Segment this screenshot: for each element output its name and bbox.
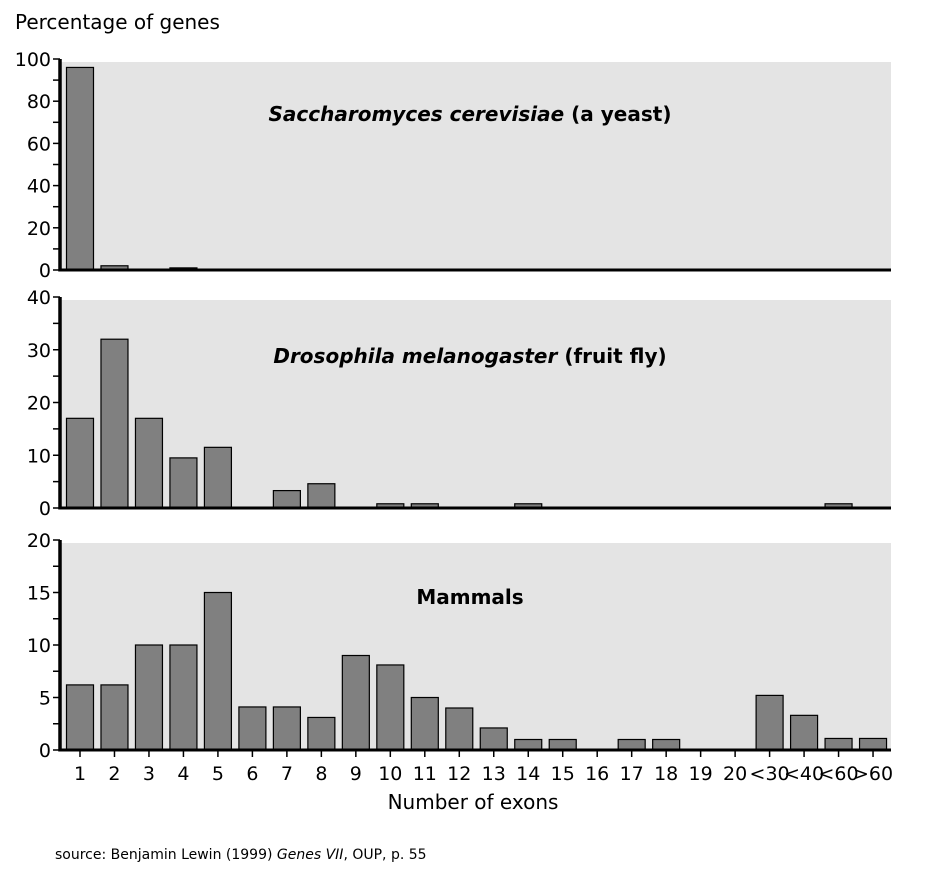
bar-12 — [445, 707, 474, 751]
y-tick-label: 100 — [15, 49, 51, 71]
panel-background — [60, 543, 891, 750]
bar-8 — [307, 483, 336, 509]
x-tick-label: 3 — [143, 763, 155, 785]
bar-17 — [617, 738, 646, 751]
x-tick-label: 11 — [413, 763, 437, 785]
bar-<40 — [789, 714, 819, 751]
panel-3: 0 5 10 15 20 Mammals — [27, 530, 891, 762]
y-tick-label: 10 — [27, 635, 51, 657]
panel-title: Mammals — [416, 585, 523, 609]
x-axis-label: Number of exons — [388, 790, 559, 814]
x-tick-label: 6 — [246, 763, 258, 785]
bar-8 — [307, 716, 336, 751]
panel-background — [60, 62, 891, 270]
x-tick-label: <40 — [784, 763, 824, 785]
x-tick-label: 20 — [723, 763, 747, 785]
y-axis-label: Percentage of genes — [15, 10, 220, 34]
bar-4 — [169, 457, 198, 509]
x-tick-label: 16 — [585, 763, 609, 785]
y-tick-label: 40 — [27, 287, 51, 309]
panel-2: 0 10 20 30 40 Drosophila melanogaster (fruit … — [27, 287, 891, 520]
y-tick-label: 60 — [27, 133, 51, 155]
bar-3 — [134, 417, 164, 509]
x-tick-label: 19 — [689, 763, 713, 785]
bar-<30 — [755, 694, 784, 751]
y-tick-label: 30 — [27, 340, 51, 362]
x-tick-label: <30 — [750, 763, 790, 785]
y-tick-label: 15 — [27, 583, 51, 605]
bar-7 — [272, 706, 301, 751]
bar-18 — [652, 738, 681, 751]
bar-13 — [479, 727, 508, 751]
x-tick-label: >60 — [853, 763, 893, 785]
x-tick-label: 17 — [620, 763, 644, 785]
bar-<60 — [824, 737, 853, 751]
x-tick-label: 15 — [551, 763, 575, 785]
x-tick-label: 7 — [281, 763, 293, 785]
x-tick-label: 12 — [447, 763, 471, 785]
y-tick-label: 0 — [39, 260, 51, 282]
y-tick-label: 5 — [39, 688, 51, 710]
bar-1 — [65, 66, 95, 271]
panel-title: Saccharomyces cerevisiae (a yeast) — [269, 102, 672, 126]
x-tick-label: <60 — [819, 763, 859, 785]
x-tick-label: 5 — [212, 763, 224, 785]
x-tick-label: 8 — [315, 763, 327, 785]
y-tick-label: 80 — [27, 91, 51, 113]
y-tick-label: 20 — [27, 393, 51, 415]
bar->60 — [858, 737, 888, 751]
y-tick-label: 10 — [27, 445, 51, 467]
y-tick-label: 20 — [27, 530, 51, 552]
bar-7 — [272, 489, 301, 509]
y-tick-label: 0 — [39, 498, 51, 520]
bar-9 — [341, 654, 370, 751]
bar-5 — [203, 591, 233, 751]
bar-1 — [65, 684, 95, 751]
x-tick-label: 10 — [378, 763, 402, 785]
bar-1 — [65, 417, 95, 509]
panel-background — [60, 300, 891, 508]
y-tick-label: 40 — [27, 176, 51, 198]
x-tick-label: 14 — [516, 763, 540, 785]
y-tick-label: 20 — [27, 218, 51, 240]
y-tick-label: 0 — [39, 740, 51, 762]
bar-15 — [548, 738, 577, 751]
x-tick-label: 18 — [654, 763, 678, 785]
x-tick-label: 13 — [482, 763, 506, 785]
bar-11 — [410, 696, 439, 751]
bar-2 — [100, 684, 129, 751]
bar-6 — [238, 706, 267, 751]
bar-4 — [169, 644, 198, 751]
panel-title: Drosophila melanogaster (fruit fly) — [273, 344, 666, 368]
source-note: source: Benjamin Lewin (1999) Genes VII,… — [55, 847, 427, 863]
bar-3 — [134, 644, 164, 751]
bar-2 — [100, 338, 129, 509]
bar-10 — [376, 664, 405, 751]
panel-1: 0 20 40 60 80 100 Saccharomyces cerevisiae (a … — [15, 49, 891, 282]
bar-14 — [514, 738, 543, 751]
x-tick-label: 1 — [74, 763, 86, 785]
x-tick-label: 2 — [108, 763, 120, 785]
bar-5 — [203, 446, 233, 509]
x-tick-label: 4 — [177, 763, 189, 785]
x-tick-label: 9 — [350, 763, 362, 785]
